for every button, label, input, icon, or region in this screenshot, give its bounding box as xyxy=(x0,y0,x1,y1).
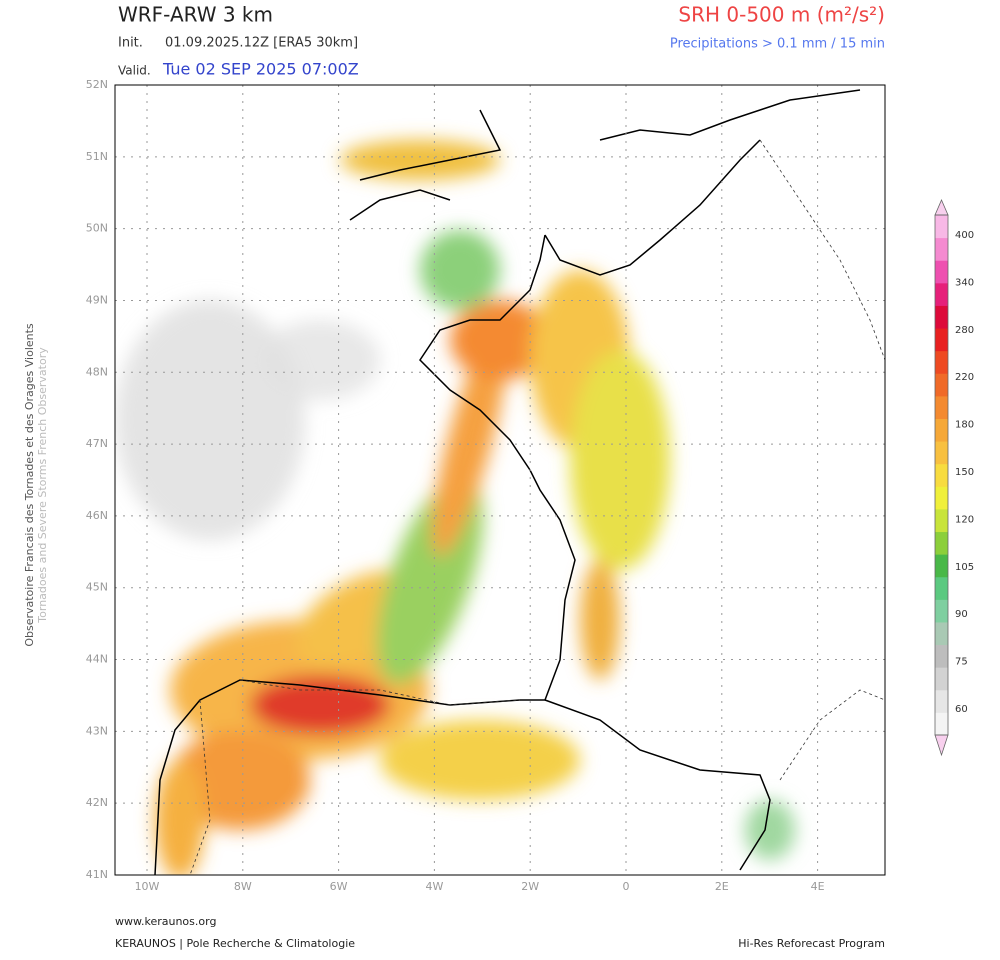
lat-label: 44N xyxy=(86,653,108,666)
side-label-en: Tornadoes and Severe Storms French Obser… xyxy=(36,347,49,624)
colorbar-segment xyxy=(935,486,948,510)
colorbar-segment xyxy=(935,282,948,306)
side-label-fr: Observatoire Francais des Tornades et de… xyxy=(23,323,36,647)
lat-label: 47N xyxy=(86,437,108,450)
colorbar-segment xyxy=(935,305,948,329)
colorbar: 60 75 90 105 120 150 180 220 280 340 400 xyxy=(934,198,974,757)
colorbar-tick-label: 400 xyxy=(955,230,974,241)
colorbar-tick-label: 90 xyxy=(955,609,968,620)
footer-site: www.keraunos.org xyxy=(115,915,216,928)
lat-label: 52N xyxy=(86,78,108,91)
colorbar-segment xyxy=(935,576,948,600)
colorbar-segment xyxy=(935,350,948,374)
init-label: Init. xyxy=(118,36,143,51)
lon-label: 4W xyxy=(425,880,443,893)
colorbar-tick-label: 340 xyxy=(955,277,974,288)
map-area xyxy=(115,89,885,875)
colorbar-segment xyxy=(935,260,948,284)
borders xyxy=(189,139,885,875)
colorbar-segment xyxy=(935,712,948,736)
colorbar-segment xyxy=(935,463,948,487)
lat-label: 42N xyxy=(86,796,108,809)
colorbar-tick-label: 150 xyxy=(955,467,974,478)
colorbar-segment xyxy=(935,418,948,442)
colorbar-segment xyxy=(935,621,948,646)
init-value: 01.09.2025.12Z [ERA5 30km] xyxy=(165,36,358,51)
lat-label: 46N xyxy=(86,509,108,522)
colorbar-segment xyxy=(935,328,948,352)
lon-label: 8W xyxy=(234,880,252,893)
colorbar-tick-label: 60 xyxy=(955,704,968,715)
field-title: SRH 0-500 m (m²/s²) xyxy=(678,3,885,27)
precip-note: Precipitations > 0.1 mm / 15 min xyxy=(670,37,885,52)
colorbar-tick-label: 280 xyxy=(955,325,974,336)
lat-label: 49N xyxy=(86,293,108,306)
lat-label: 48N xyxy=(86,365,108,378)
colorbar-tick-label: 105 xyxy=(955,562,974,573)
srh-field xyxy=(115,140,795,875)
footer-org: KERAUNOS | Pole Recherche & Climatologie xyxy=(115,937,355,950)
lon-label: 2W xyxy=(521,880,539,893)
lat-label: 51N xyxy=(86,150,108,163)
lat-label: 45N xyxy=(86,581,108,594)
colorbar-segment xyxy=(935,599,948,623)
colorbar-segment xyxy=(935,667,948,691)
colorbar-segment xyxy=(935,508,948,533)
valid-value: Tue 02 SEP 2025 07:00Z xyxy=(162,60,359,79)
lon-label: 4E xyxy=(811,880,825,893)
colorbar-segment xyxy=(935,373,948,397)
colorbar-segment xyxy=(935,689,948,713)
lat-label: 43N xyxy=(86,724,108,737)
footer-program: Hi-Res Reforecast Program xyxy=(738,937,885,950)
colorbar-segment xyxy=(935,531,948,555)
map-frame xyxy=(114,84,886,876)
colorbar-segment xyxy=(935,644,948,668)
lat-label: 50N xyxy=(86,222,108,235)
colorbar-segment xyxy=(935,237,948,261)
colorbar-tick-label: 75 xyxy=(955,657,968,668)
colorbar-segment xyxy=(935,395,948,419)
colorbar-segment xyxy=(935,554,948,578)
lon-label: 0 xyxy=(623,880,630,893)
colorbar-segment xyxy=(935,215,948,239)
graticule: 52N 51N 50N 49N 48N 47N 46N 45N 44N 43N 42N 41N 10W 8… xyxy=(86,78,885,893)
lon-label: 6W xyxy=(330,880,348,893)
colorbar-tick-label: 120 xyxy=(955,514,974,525)
lat-label: 41N xyxy=(86,868,108,881)
colorbar-tick-label: 220 xyxy=(955,372,974,383)
model-title: WRF-ARW 3 km xyxy=(118,3,273,27)
lon-label: 10W xyxy=(135,880,160,893)
colorbar-tick-label: 180 xyxy=(955,420,974,431)
colorbar-border xyxy=(934,214,949,736)
valid-label: Valid. xyxy=(118,64,151,78)
lon-label: 2E xyxy=(715,880,729,893)
colorbar-segment xyxy=(935,441,948,465)
